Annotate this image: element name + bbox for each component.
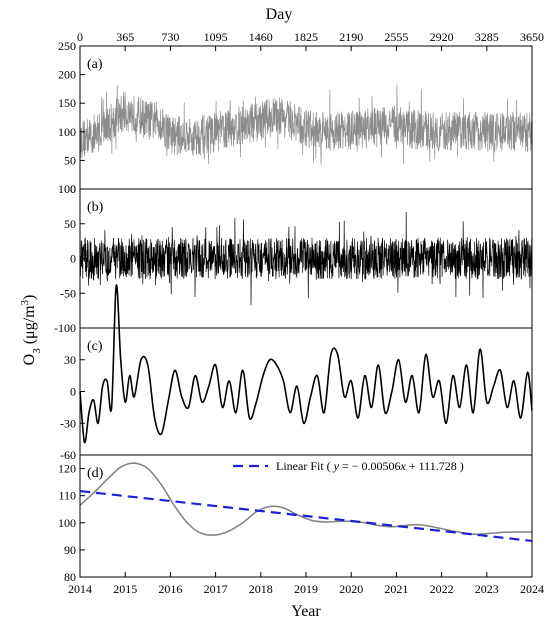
year-tick-label: 2016 xyxy=(158,582,182,596)
day-tick-label: 1460 xyxy=(249,30,273,44)
day-tick-label: 3285 xyxy=(475,30,499,44)
y-axis-title: O3 (μg/m3) xyxy=(19,295,43,366)
y-tick-label: 110 xyxy=(58,489,76,503)
y-tick-label: 0 xyxy=(70,385,76,399)
smooth-curve xyxy=(79,462,533,536)
series-line-b xyxy=(79,211,533,306)
year-tick-label: 2023 xyxy=(475,582,499,596)
y-tick-label: 0 xyxy=(70,252,76,266)
y-tick-label: 100 xyxy=(58,182,76,196)
panel-frame xyxy=(79,327,533,456)
year-tick-label: 2018 xyxy=(249,582,273,596)
panel-label: (b) xyxy=(87,200,104,215)
y-tick-label: -60 xyxy=(60,448,76,462)
year-tick-label: 2017 xyxy=(204,582,228,596)
y-tick-label: 30 xyxy=(64,353,76,367)
y-tick-label: 100 xyxy=(58,125,76,139)
y-tick-label: 50 xyxy=(64,153,76,167)
year-tick-label: 2024 xyxy=(520,582,544,596)
y-tick-label: -100 xyxy=(54,321,76,335)
year-tick-label: 2022 xyxy=(430,582,454,596)
y-tick-label: 120 xyxy=(58,462,76,476)
series-line-a xyxy=(79,84,533,165)
y-tick-label: 150 xyxy=(58,96,76,110)
panel-label: (a) xyxy=(87,57,103,72)
y-tick-label: 200 xyxy=(58,68,76,82)
year-axis-title: Year xyxy=(291,603,321,620)
year-tick-label: 2014 xyxy=(68,582,92,596)
year-tick-label: 2020 xyxy=(339,582,363,596)
linear-fit-line xyxy=(79,489,533,543)
panel-label: (c) xyxy=(87,339,103,354)
day-tick-label: 3650 xyxy=(520,30,544,44)
day-tick-label: 730 xyxy=(161,30,179,44)
day-tick-label: 365 xyxy=(116,30,134,44)
y-tick-label: -30 xyxy=(60,416,76,430)
day-tick-label: 2555 xyxy=(384,30,408,44)
day-tick-label: 2190 xyxy=(339,30,363,44)
y-tick-label: 90 xyxy=(64,543,76,557)
y-tick-label: 250 xyxy=(58,39,76,53)
day-tick-label: 1095 xyxy=(204,30,228,44)
year-tick-label: 2019 xyxy=(294,582,318,596)
year-tick-label: 2015 xyxy=(113,582,137,596)
y-tick-label: -50 xyxy=(60,286,76,300)
day-tick-label: 2920 xyxy=(430,30,454,44)
legend-label: Linear Fit ( y = − 0.00506x + 111.728 ) xyxy=(276,459,464,473)
y-tick-label: 80 xyxy=(64,570,76,584)
day-axis-title: Day xyxy=(266,6,293,23)
series-line-c xyxy=(79,284,533,444)
panel-label: (d) xyxy=(87,466,104,481)
y-tick-label: 0 xyxy=(70,182,76,196)
day-tick-label: 1825 xyxy=(294,30,318,44)
day-tick-label: 0 xyxy=(77,30,83,44)
y-tick-label: 100 xyxy=(58,516,76,530)
year-tick-label: 2021 xyxy=(384,582,408,596)
y-tick-label: 50 xyxy=(64,217,76,231)
